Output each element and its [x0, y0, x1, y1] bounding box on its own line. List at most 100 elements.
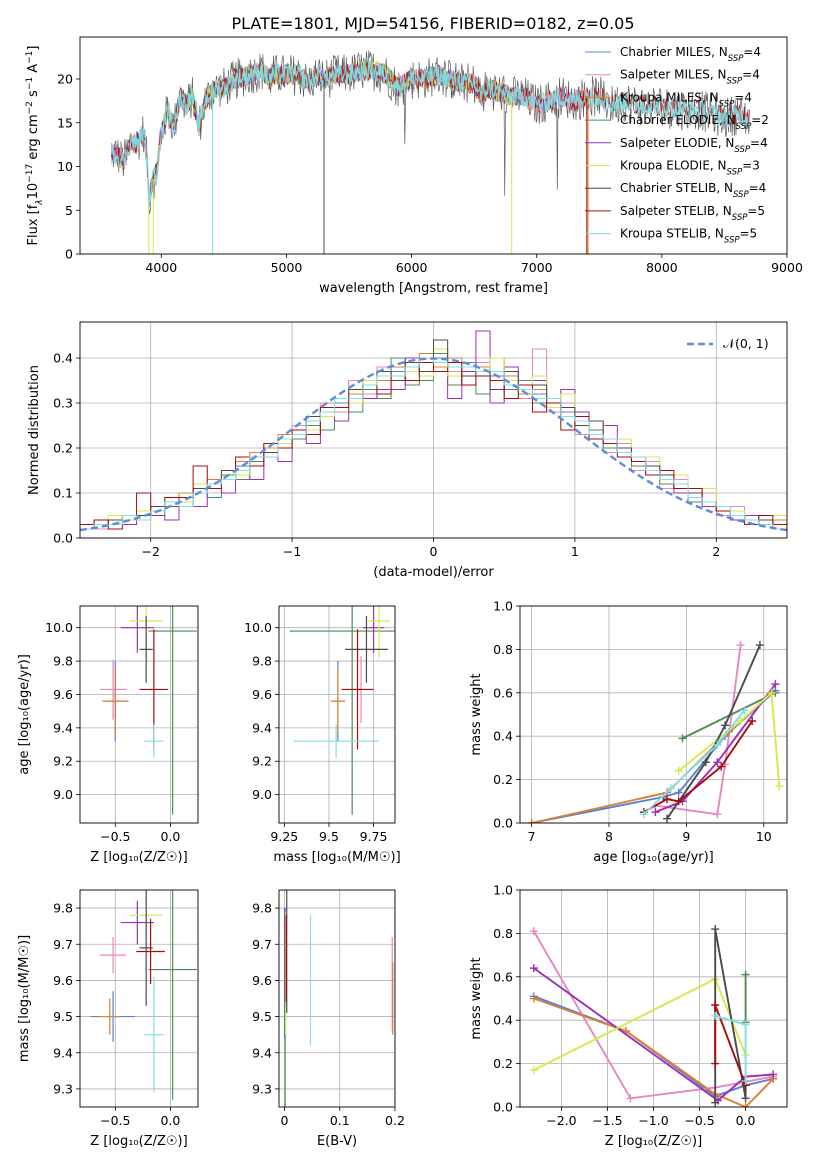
massweight_vs_Z-marker	[529, 927, 538, 936]
massweight_vs_age-marker	[674, 788, 683, 797]
hist-xtick-label: 0	[430, 544, 438, 559]
age_vs_Z-ytick-label: 10.0	[45, 620, 73, 635]
hist-panel: −2 −1 0 1 2 0.0 0.1 0.2 0.3 0.4 (data-model)/error…	[27, 321, 788, 580]
mass_vs_Z-frame	[79, 889, 199, 1108]
mass_vs_ebv-ytick-label: 9.3	[252, 1081, 272, 1096]
massweight_vs_Z-xtick-label: −1.0	[638, 1113, 668, 1128]
massweight_vs_age-marker	[651, 808, 660, 817]
hist-step-salpeter-stelib	[80, 362, 787, 538]
massweight_vs_Z-marker	[711, 1001, 720, 1010]
mass_vs_Z-ytick-label: 9.6	[53, 973, 73, 988]
spectrum-line-kroupa-elodie	[148, 60, 512, 199]
massweight_vs_Z-marker	[741, 1020, 750, 1029]
spectrum-ylabel-part: ]	[26, 46, 41, 51]
massweight_vs_age-marker	[713, 810, 722, 819]
massweight_vs_age-ytick-label: 0.0	[493, 816, 513, 831]
spectrum-xtick-label: 5000	[271, 260, 303, 275]
hist-gaussian-curve	[80, 357, 787, 532]
massweight_vs_Z-ytick-label: 0.4	[493, 1013, 513, 1028]
mass_vs_Z-ytick-label: 9.3	[53, 1081, 73, 1096]
massweight_vs_Z-xtick-label: −0.5	[684, 1113, 714, 1128]
spectrum-ylabel-part: erg cm	[26, 114, 41, 163]
hist-xtick-label: −1	[283, 544, 301, 559]
mass_vs_ebv-ytick-label: 9.6	[252, 973, 272, 988]
massweight_vs_age-ytick-label: 0.6	[493, 685, 513, 700]
spectrum-ylabel-part: λ	[35, 199, 45, 205]
figure-title: PLATE=1801, MJD=54156, FIBERID=0182, z=0…	[231, 14, 634, 33]
spectrum-ylabel-part: A	[26, 64, 41, 77]
massweight_vs_Z-line-kroupa-elodie	[533, 977, 747, 1071]
spectrum-legend-label: Chabrier MILES, NSSP=4	[620, 45, 761, 64]
massweight_vs_Z-marker	[529, 994, 538, 1003]
massweight_vs_age-marker	[663, 795, 672, 804]
massweight_vs_Z-marker	[711, 1098, 720, 1107]
massweight_vs_age-marker	[775, 782, 784, 791]
hist-ytick-label: 0.1	[53, 486, 73, 501]
mass_vs_ebv-plot-area	[283, 890, 394, 1107]
massweight_vs_age-marker	[701, 758, 710, 767]
age_vs_Z-xlabel: Z [log₁₀(Z/Z☉)]	[90, 850, 187, 865]
massweight_vs_Z-line-salpeter-elodie	[533, 967, 774, 1102]
mass_vs_Z-ytick-label: 9.5	[53, 1009, 73, 1024]
massweight_vs_age-marker	[736, 641, 745, 650]
mass_vs_ebv-xtick-label: 0.2	[385, 1113, 405, 1128]
spectrum-legend-label: Salpeter STELIB, NSSP=5	[620, 204, 765, 223]
age_vs_mass-xtick-label: 9.5	[319, 829, 339, 844]
mass_vs_ebv-ytick-label: 9.4	[252, 1045, 272, 1060]
massweight_vs_Z-xtick-label: −2.0	[546, 1113, 576, 1128]
massweight_vs_age-marker	[736, 717, 745, 726]
age_vs_mass-ytick-label: 9.0	[252, 787, 272, 802]
massweight_vs_Z-marker	[711, 1059, 720, 1068]
massweight_vs_age-marker	[663, 814, 672, 823]
age_vs_mass-plot-area	[289, 606, 395, 815]
spectrum-legend-nssp: =5	[740, 227, 758, 241]
massweight_vs_Z-xtick-label: 0.0	[736, 1113, 756, 1128]
hist-ytick-label: 0.4	[53, 351, 73, 366]
massweight_vs_age-ytick-label: 0.4	[493, 729, 513, 744]
spectrum-legend-subscript: SSP	[727, 77, 743, 87]
spectrum-xtick-label: 6000	[396, 260, 428, 275]
spectrum-legend-label: Salpeter MILES, NSSP=4	[620, 68, 760, 87]
spectrum-xtick-label: 4000	[145, 260, 177, 275]
massweight_vs_age-marker	[748, 717, 757, 726]
age_vs_Z-ytick-label: 9.0	[53, 787, 73, 802]
spectrum-xtick-label: 9000	[771, 260, 803, 275]
massweight_vs_age-plot-area	[527, 641, 784, 823]
massweight_vs_Z-panel: −2.0 −1.5 −1.0 −0.5 0.0 0.0 0.2 0.4 0.6 0.8 1.0 Z […	[469, 883, 788, 1149]
massweight_vs_Z-marker	[711, 925, 720, 934]
mass_vs_ebv-xtick-label: 0.1	[330, 1113, 350, 1128]
hist-step-kroupa-stelib	[80, 357, 787, 538]
age_vs_Z-ytick-label: 9.8	[53, 654, 73, 669]
age_vs_mass-ytick-label: 9.6	[252, 687, 272, 702]
mass_vs_Z-ytick-label: 9.8	[53, 901, 73, 916]
hist-xtick-label: 2	[712, 544, 720, 559]
massweight_vs_Z-marker	[741, 1094, 750, 1103]
spectrum-line-kroupa-stelib	[110, 58, 751, 211]
age_vs_mass-xlabel: mass [log₁₀(M/M☉)]	[273, 850, 400, 865]
mass_vs_Z-ytick-label: 9.4	[53, 1045, 73, 1060]
massweight_vs_age-ylabel: mass weight	[469, 673, 484, 755]
massweight_vs_age-marker	[678, 734, 687, 743]
mass_vs_Z-xlabel: Z [log₁₀(Z/Z☉)]	[90, 1134, 187, 1149]
hist-ytick-label: 0.3	[53, 396, 73, 411]
massweight_vs_Z-marker	[711, 1011, 720, 1020]
mass_vs_ebv-ytick-label: 9.5	[252, 1009, 272, 1024]
spectrum-ytick-label: 15	[57, 115, 73, 130]
spectrum-legend-nssp: =4	[734, 90, 752, 104]
massweight_vs_age-marker	[713, 758, 722, 767]
mass_vs_Z-ylabel: mass [log₁₀(M/M☉)]	[17, 935, 32, 1062]
age_vs_Z-panel: −0.5 0.0 9.0 9.2 9.4 9.6 9.8 10.0 Z [log₁₀(Z/Z☉)…	[17, 605, 199, 865]
hist-xtick-label: 1	[571, 544, 579, 559]
massweight_vs_age-xtick-label: 10	[756, 829, 772, 844]
age_vs_Z-ytick-label: 9.6	[53, 687, 73, 702]
spectrum-ylabel-part: −2	[25, 101, 35, 114]
age_vs_mass-frame	[278, 605, 396, 824]
age_vs_Z-ylabel: age [log₁₀(age/yr)]	[17, 654, 32, 775]
spectrum-xtick-label: 7000	[521, 260, 553, 275]
mass_vs_Z-plot-area	[91, 890, 197, 1100]
massweight_vs_age-marker	[721, 721, 730, 730]
spectrum-ytick-label: 5	[65, 203, 73, 218]
spectrum-ytick-label: 0	[65, 247, 73, 262]
spectrum-ylabel: Flux [fλ10−17 erg cm−2 s−1 A−1]	[25, 46, 45, 246]
age_vs_Z-ytick-label: 9.4	[53, 720, 73, 735]
